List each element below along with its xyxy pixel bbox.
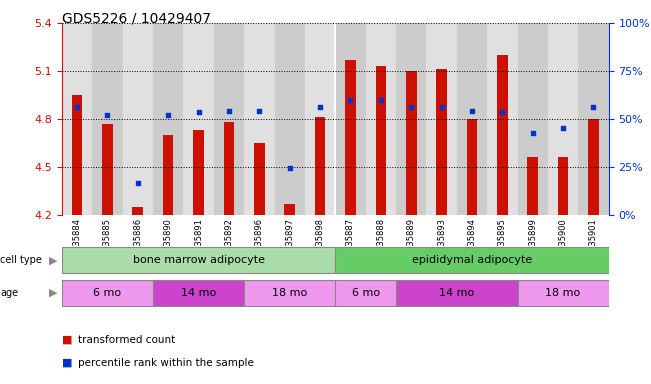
Bar [315,118,326,215]
Text: transformed count: transformed count [78,335,175,345]
Point [345,97,355,103]
Bar [92,23,122,215]
Bar [102,124,113,215]
Text: 6 mo: 6 mo [352,288,380,298]
Bar [436,70,447,215]
Text: percentile rank within the sample: percentile rank within the sample [78,358,254,368]
Text: ■: ■ [62,358,72,368]
Bar [305,23,335,215]
Bar [335,247,609,273]
Bar [487,23,518,215]
Bar [589,119,599,215]
Point [376,97,386,103]
Text: 18 mo: 18 mo [546,288,581,298]
Text: 14 mo: 14 mo [439,288,475,298]
Bar [153,23,184,215]
Point [497,109,508,115]
Text: bone marrow adipocyte: bone marrow adipocyte [133,255,264,265]
Point [254,108,264,114]
Text: cell type: cell type [0,255,42,265]
Bar [366,23,396,215]
Point [102,112,113,118]
Point [558,124,568,131]
Point [406,103,417,109]
Text: 18 mo: 18 mo [272,288,307,298]
Bar [163,135,173,215]
Bar [497,55,508,215]
Bar [467,119,477,215]
Bar [558,157,568,215]
Bar [244,23,275,215]
Point [72,103,82,109]
Point [224,108,234,114]
Bar [518,23,548,215]
Text: epididymal adipocyte: epididymal adipocyte [412,255,532,265]
Bar [406,71,417,215]
Bar [275,23,305,215]
Point [436,103,447,109]
Bar [254,143,264,215]
Bar [335,23,366,215]
Bar [548,23,578,215]
Bar [518,280,609,306]
Text: 6 mo: 6 mo [93,288,122,298]
Text: 14 mo: 14 mo [181,288,216,298]
Point [284,165,295,171]
Bar [376,66,386,215]
Bar [184,23,214,215]
Bar [224,122,234,215]
Point [589,103,599,109]
Bar [153,280,244,306]
Text: ▶: ▶ [49,288,57,298]
Bar [214,23,244,215]
Bar [457,23,487,215]
Point [527,130,538,136]
Point [315,103,326,109]
Bar [527,157,538,215]
Bar [122,23,153,215]
Bar [426,23,457,215]
Point [467,108,477,114]
Bar [62,23,92,215]
Point [193,109,204,115]
Bar [193,130,204,215]
Bar [133,207,143,215]
Bar [345,60,355,215]
Bar [72,95,82,215]
Bar [244,280,335,306]
Text: ■: ■ [62,335,72,345]
Text: ▶: ▶ [49,255,57,265]
Bar [396,280,518,306]
Bar [284,204,295,215]
Text: age: age [0,288,18,298]
Bar [62,280,153,306]
Bar [396,23,426,215]
Point [133,180,143,186]
Text: GDS5226 / 10429407: GDS5226 / 10429407 [62,12,211,25]
Bar [578,23,609,215]
Point [163,112,173,118]
Bar [335,280,396,306]
Bar [62,247,335,273]
